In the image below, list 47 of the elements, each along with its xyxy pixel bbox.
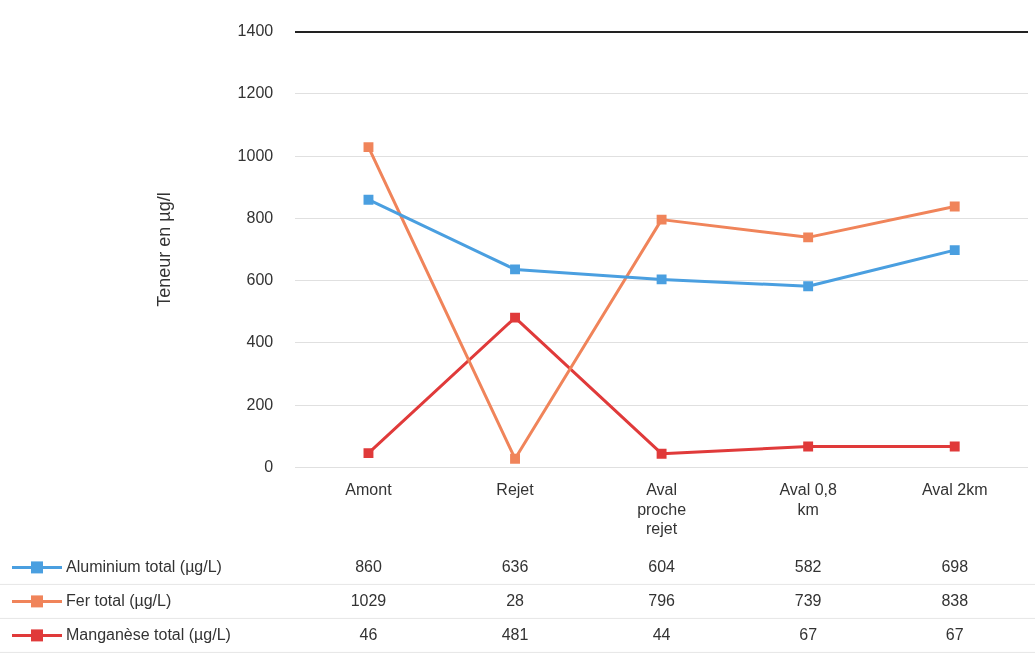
data-label: 46 [359,625,378,643]
data-label: 860 [355,557,382,575]
point [510,312,520,323]
data-label: 636 [501,557,529,575]
y-tick-label: 1200 [237,84,274,102]
point [510,453,520,464]
data-label: 44 [652,625,671,643]
y-tick-label: 600 [246,271,274,289]
y-tick-label: 1000 [237,146,274,164]
data-label: 67 [945,625,964,643]
x-tick-label: Amont [345,481,393,499]
point [510,264,520,275]
point [656,448,667,459]
point [363,142,374,153]
x-tick-label: Aval 2km [921,481,988,499]
x-tick-label: Rejet [496,481,535,499]
data-label: 28 [506,591,525,609]
point [949,201,960,212]
point [803,281,814,292]
point [803,232,814,243]
x-tick-label: Aval 0,8 km [779,481,838,518]
y-tick-label: 200 [246,395,274,413]
point [656,214,667,225]
legend-label: Manganèse total (µg/L) [66,625,231,643]
y-tick-label: 400 [246,333,274,351]
data-label: 796 [648,591,676,609]
data-label: 67 [799,625,818,643]
data-label: 1029 [350,591,387,609]
data-label: 582 [794,557,822,575]
point [949,245,960,256]
legend-label: Fer total (µg/L) [66,591,172,609]
x-tick-label: Aval proche rejet [637,481,687,537]
data-label: 698 [941,557,969,575]
point [363,448,374,459]
y-axis-title: Teneur en µg/l [153,192,174,307]
point [363,194,374,205]
data-label: 838 [941,591,969,609]
data-label: 739 [794,591,822,609]
point [949,441,960,452]
y-tick-label: 1400 [237,22,274,40]
point [656,274,667,285]
y-tick-label: 800 [246,208,274,226]
data-label: 481 [501,625,529,643]
point [803,441,814,452]
data-label: 604 [648,557,676,575]
legend-label: Aluminium total (µg/L) [66,557,222,575]
y-tick-label: 0 [264,457,274,475]
